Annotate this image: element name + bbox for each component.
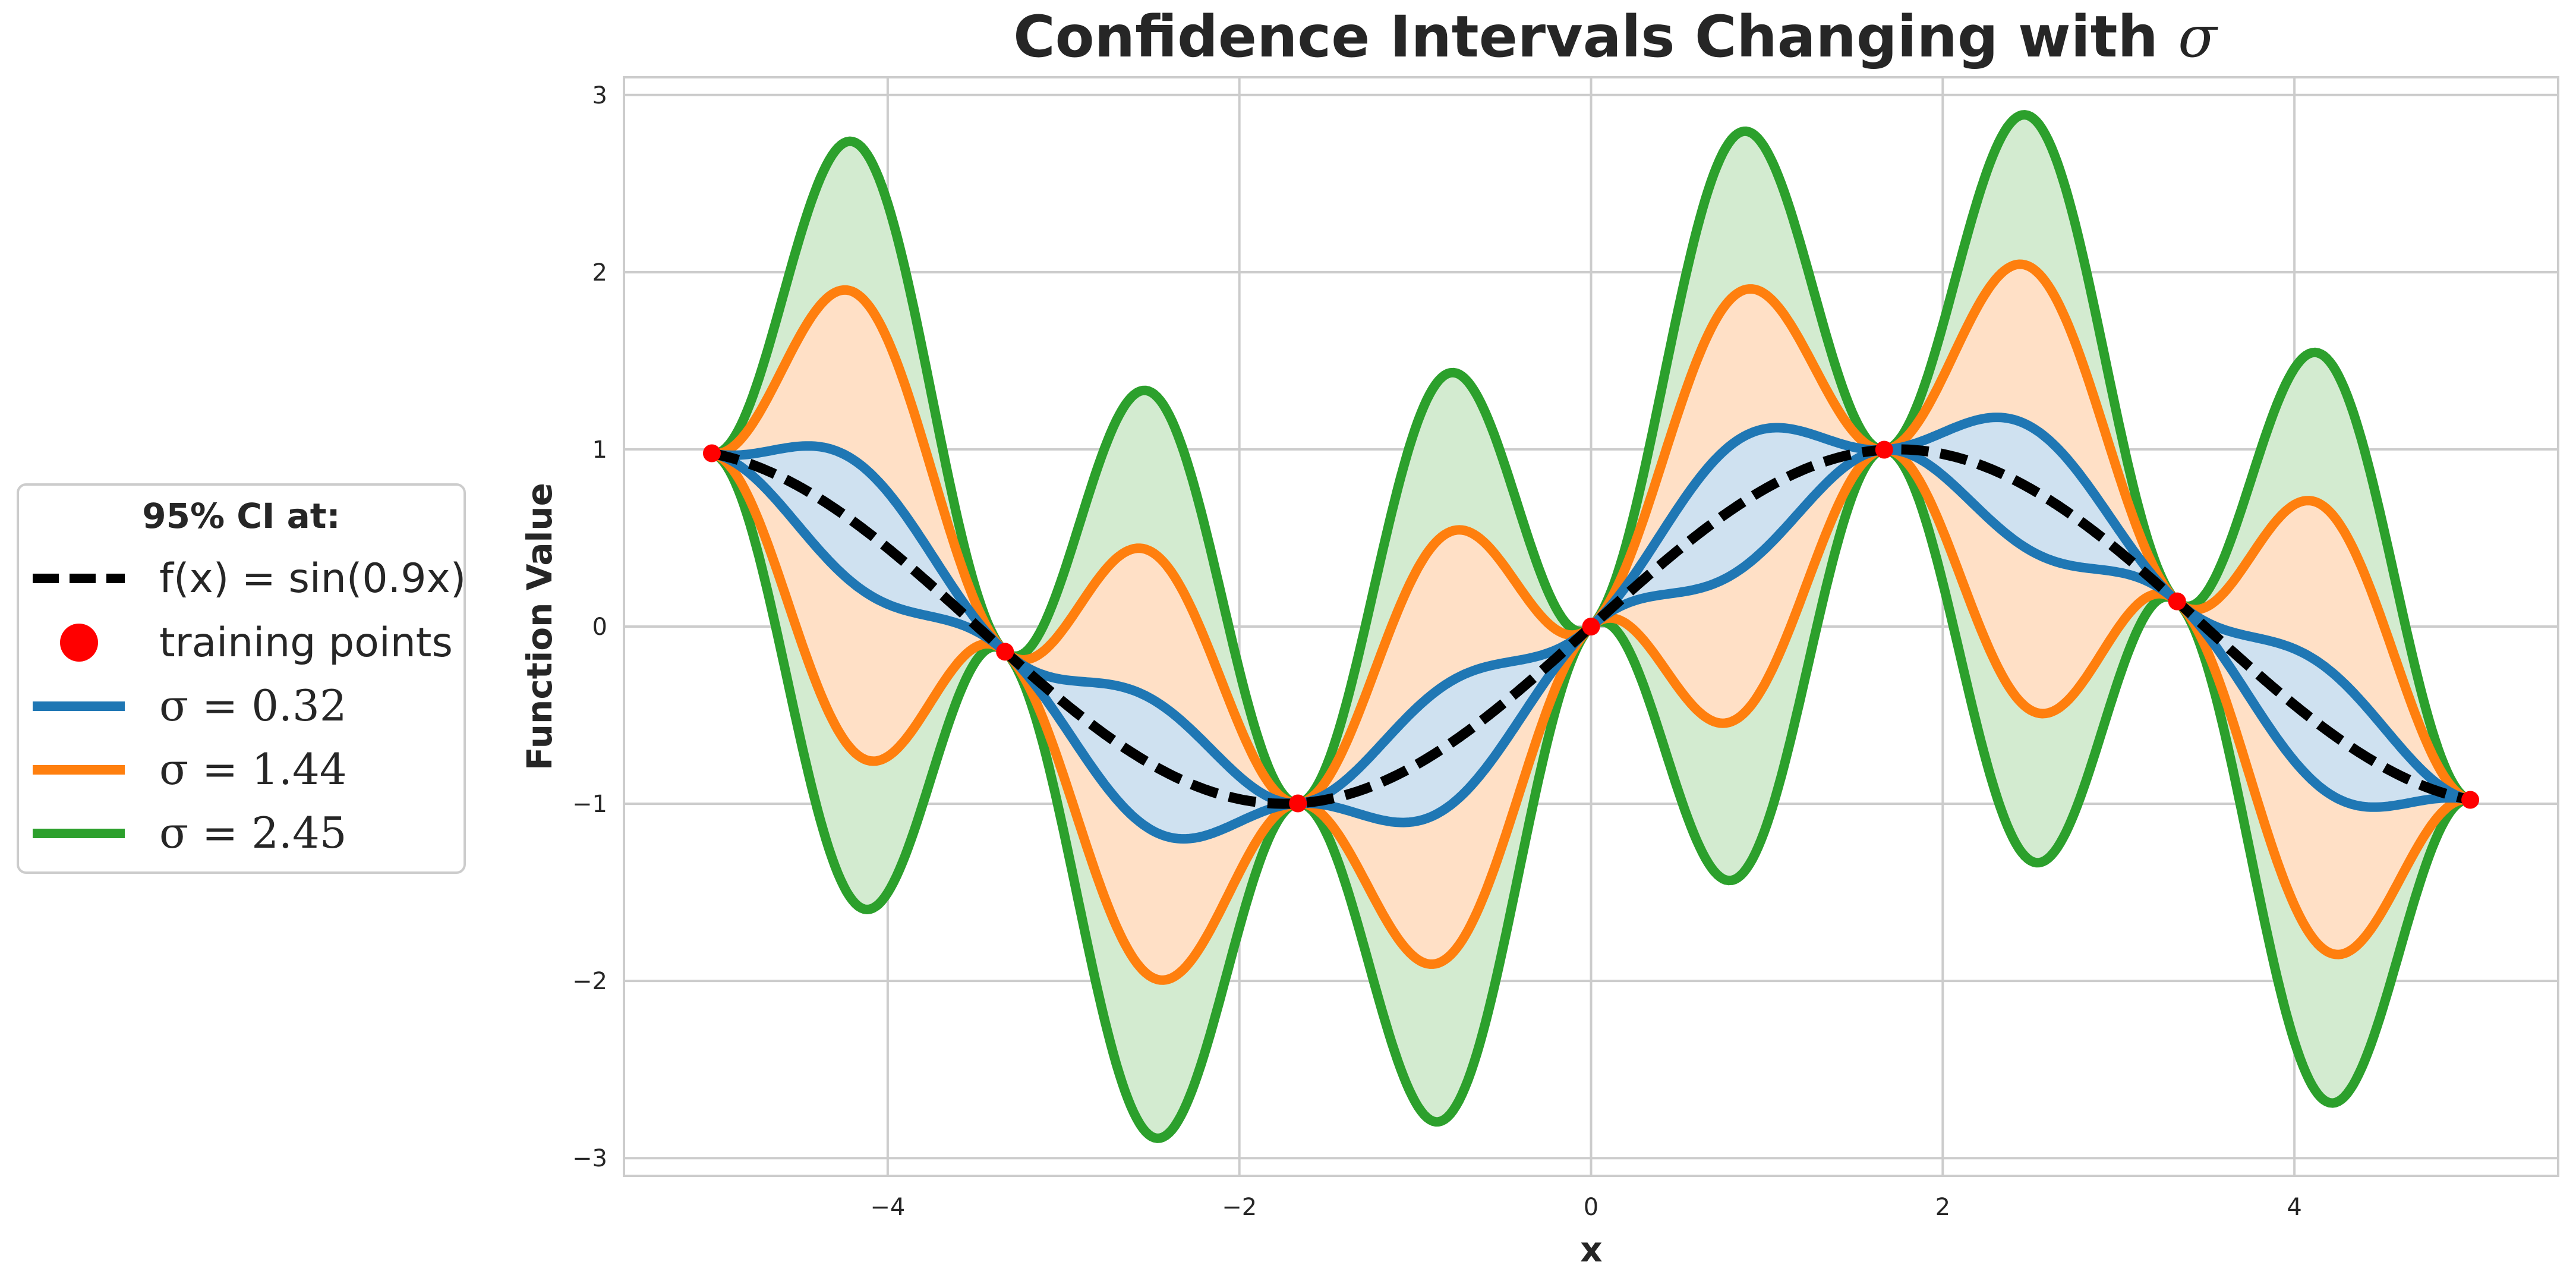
training-point-0 [702, 444, 721, 462]
plot-frame [623, 76, 2559, 1177]
x-tick-label-3: 2 [1935, 1194, 1950, 1221]
y-tick-label-0: −3 [572, 1145, 607, 1172]
legend-sigma-2-label: σ = 1.44 [159, 744, 347, 794]
training-point-5 [2168, 592, 2186, 611]
legend-sigma-1-label: σ = 0.32 [159, 681, 347, 731]
interval-fill-sigma-1 [712, 417, 2470, 839]
x-tick-label-0: −4 [870, 1194, 905, 1221]
y-tick-label-3: 0 [592, 613, 607, 641]
x-tick-label-4: 4 [2287, 1194, 2301, 1221]
training-point-6 [2461, 791, 2480, 809]
legend-box [17, 483, 466, 874]
chart-title: Confidence Intervals Changing with σ [1013, 4, 2218, 70]
legend-sigma-3-label: σ = 2.45 [159, 808, 347, 858]
y-tick-label-2: −1 [572, 791, 607, 818]
legend: 95% CI at: f(x) = sin(0.9x) training poi… [17, 483, 466, 874]
y-tick-label-6: 3 [592, 82, 607, 109]
tick-labels: −4 −2 0 2 4 −3 −2 −1 0 1 2 3 [572, 82, 2302, 1221]
legend-training-points-swatch [60, 624, 98, 662]
x-tick-label-2: 0 [1584, 1194, 1598, 1221]
x-tick-label-1: −2 [1222, 1194, 1257, 1221]
y-tick-label-4: 1 [592, 436, 607, 464]
legend-title: 95% CI at: [142, 496, 340, 536]
chart-title-text: Confidence Intervals Changing with [1013, 4, 2178, 70]
chart-title-symbol: σ [2178, 4, 2218, 70]
training-point-2 [1289, 794, 1307, 813]
y-tick-label-1: −2 [572, 968, 607, 995]
training-point-4 [1875, 440, 1893, 459]
training-points [702, 440, 2480, 813]
y-tick-label-5: 2 [592, 259, 607, 287]
training-point-1 [996, 643, 1014, 661]
legend-true-function-label: f(x) = sin(0.9x) [159, 555, 466, 602]
y-axis-label: Function Value [519, 483, 560, 770]
x-axis-label: x [1580, 1229, 1602, 1270]
interval-fills [712, 115, 2470, 1138]
legend-training-points-label: training points [159, 619, 453, 666]
training-point-3 [1582, 618, 1600, 635]
